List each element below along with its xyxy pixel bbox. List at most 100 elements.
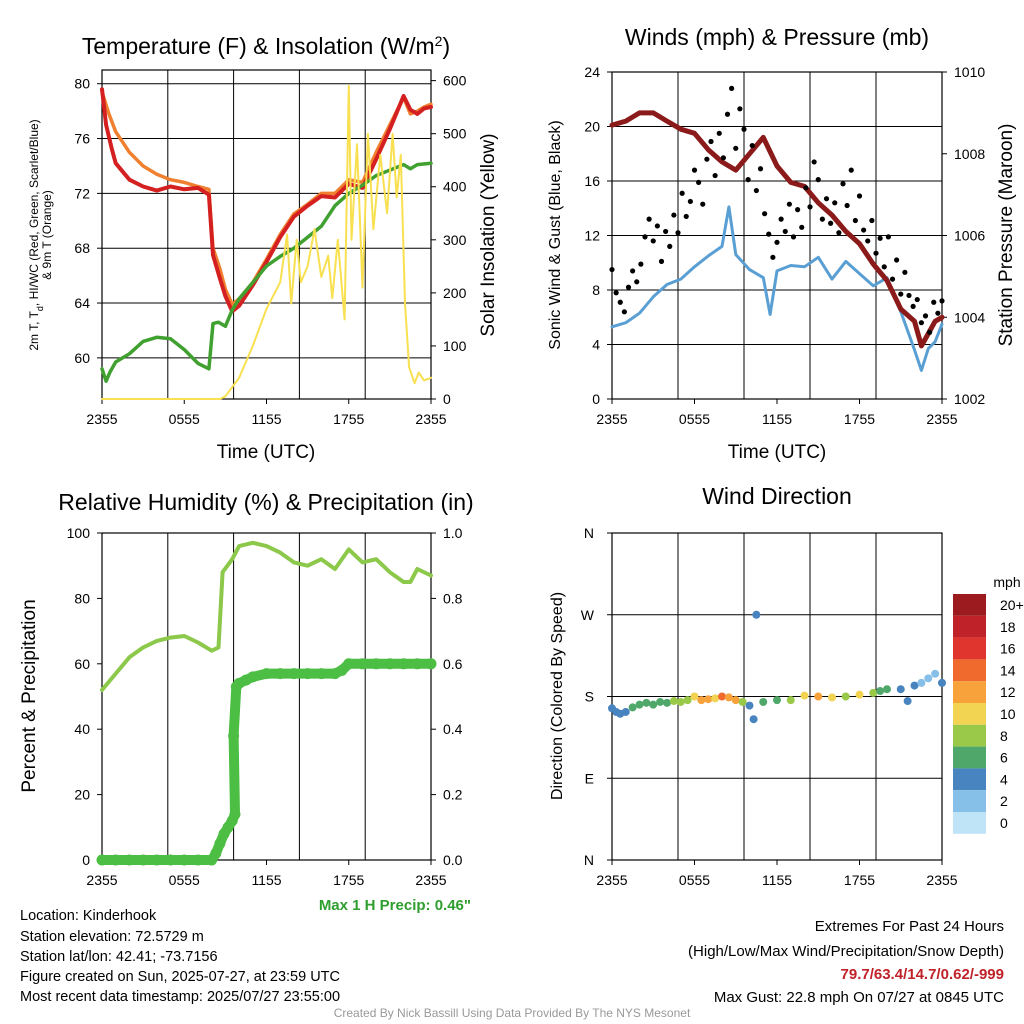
precip-point (302, 668, 314, 680)
direction-point (855, 690, 864, 699)
direction-point (896, 685, 905, 694)
gust-point (704, 156, 710, 162)
x-tick-label: 1755 (844, 411, 875, 427)
chart-title: Temperature (F) & Insolation (W/m2) (82, 33, 450, 59)
direction-point (690, 692, 699, 701)
y2-tick-label: 1.0 (443, 525, 463, 541)
precip-point (123, 854, 135, 866)
y-tick-label: 76 (74, 131, 90, 147)
y-label-subscript: d (35, 306, 45, 311)
gust-point (774, 239, 780, 245)
colorbar-label: 8 (1000, 728, 1008, 744)
gust-point (745, 177, 751, 183)
direction-point (711, 694, 720, 703)
precip-point (247, 671, 259, 683)
gust-point (786, 201, 792, 207)
colorbar-label: 0 (1000, 815, 1008, 831)
precip-point (214, 838, 226, 850)
gust-point (762, 211, 768, 217)
y2-tick-label: 0.4 (443, 721, 463, 737)
gust-point (823, 196, 830, 202)
direction-point (800, 691, 809, 700)
gust-point (861, 227, 867, 233)
x-tick-label: 2355 (596, 872, 627, 888)
y2-tick-label: 1004 (954, 309, 985, 325)
gust-point (679, 190, 685, 196)
x-tick-label: 2355 (926, 872, 957, 888)
direction-point (749, 715, 758, 724)
y-tick-label: 0 (592, 391, 600, 407)
max-gust-text: Max Gust: 22.8 mph On 07/27 at 0845 UTC (713, 989, 1004, 1006)
precip-point (261, 668, 272, 680)
y2-tick-label: 0.2 (443, 787, 463, 803)
gust-point (696, 179, 702, 185)
extremes-values: 79.7/63.4/14.7/0.62/-999 (840, 966, 1004, 983)
precip-point (137, 854, 149, 866)
x-tick-label: 1155 (251, 872, 281, 888)
colorbar-label: 20+ (1000, 597, 1024, 613)
direction-point (814, 692, 823, 701)
direction-point (786, 696, 795, 705)
precip-point (228, 730, 240, 742)
latlon-text: Station lat/lon: 42.41; -73.7156 (20, 949, 218, 965)
y-axis-label: Direction (Colored By Speed) (549, 592, 566, 800)
y-tick-label: 40 (74, 721, 90, 737)
gust-point (844, 202, 850, 209)
gust-point (720, 155, 726, 161)
direction-point (917, 678, 926, 687)
precip-point (274, 668, 286, 680)
y-tick-label: N (584, 525, 594, 541)
colorbar-label: 14 (1000, 662, 1016, 678)
colorbar-label: 2 (1000, 793, 1008, 809)
direction-point (869, 688, 878, 697)
gust-point (712, 172, 718, 179)
credit-text: Created By Nick Bassill Using Data Provi… (333, 1006, 691, 1020)
gust-point (658, 258, 665, 264)
y2-tick-label: 0.0 (443, 852, 463, 868)
colorbar-swatch (953, 746, 986, 769)
gust-point (852, 217, 858, 224)
gust-point (832, 200, 838, 206)
gust-point (625, 284, 632, 290)
x-tick-label: 0555 (169, 872, 200, 888)
gust-point (898, 291, 904, 297)
gust-point (927, 329, 933, 335)
gust-point (663, 228, 669, 235)
y-axis-label: Sonic Wind & Gust (Blue, Black) (547, 120, 564, 349)
colorbar-label: 4 (1000, 771, 1008, 787)
y-axis-label: Percent & Precipitation (19, 599, 40, 792)
gust-point (733, 145, 739, 151)
x-tick-label: 0555 (679, 872, 710, 888)
gust-point (621, 309, 627, 315)
gust-point (671, 212, 677, 218)
precip-point (343, 658, 355, 670)
direction-point (683, 696, 692, 705)
precip-point (356, 658, 368, 670)
y-label-part: 2m T, T (27, 310, 41, 350)
precip-point (210, 847, 222, 859)
precip-point (398, 658, 410, 670)
gust-point (617, 299, 623, 305)
direction-point (663, 698, 671, 707)
x-tick-label: 0555 (169, 411, 200, 427)
y-axis-label-line2: & 9m T (Orange) (40, 190, 54, 280)
y-tick-label: 80 (74, 76, 90, 92)
direction-point (883, 685, 891, 694)
x-tick-label: 0555 (679, 411, 710, 427)
gust-point (811, 159, 817, 165)
temperature-series-line (100, 161, 433, 383)
gust-point (795, 207, 801, 213)
x-tick-label: 1755 (333, 411, 364, 427)
direction-point (841, 692, 850, 701)
plot-frame (101, 69, 432, 400)
y-tick-label: 4 (592, 337, 600, 353)
direction-point (745, 701, 754, 710)
y-tick-label: W (581, 607, 595, 623)
chart-title: Winds (mph) & Pressure (mb) (625, 24, 929, 50)
gust-point (848, 167, 854, 173)
direction-point (676, 697, 685, 706)
gust-point (609, 266, 615, 273)
y-tick-label: 60 (74, 350, 90, 366)
y2-tick-label: 400 (443, 179, 467, 195)
y2-tick-label: 200 (443, 285, 467, 301)
